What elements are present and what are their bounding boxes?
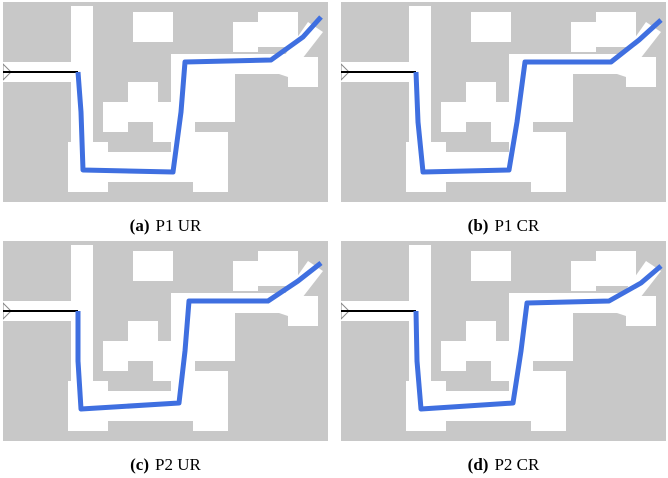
caption-label: (d): [467, 455, 489, 474]
caption-text: P2 CR: [494, 455, 540, 474]
caption: (a) P1 UR: [3, 216, 328, 236]
caption: (d) P2 CR: [341, 455, 666, 475]
caption-text: P1 CR: [494, 216, 540, 235]
caption-label: (b): [467, 216, 489, 235]
robot-path: [413, 264, 663, 412]
map-panel: [3, 2, 328, 202]
map-panel: [3, 241, 328, 441]
caption: (b) P1 CR: [341, 216, 666, 236]
caption-label: (c): [130, 455, 150, 474]
caption-text: P1 UR: [155, 216, 202, 235]
robot-path: [75, 15, 323, 175]
caption-label: (a): [129, 216, 150, 235]
caption-text: P2 UR: [155, 455, 201, 474]
caption: (c) P2 UR: [3, 455, 328, 475]
map-panel: [341, 241, 666, 441]
map-panel: [341, 2, 666, 202]
robot-path: [413, 18, 663, 175]
robot-path: [75, 261, 323, 412]
